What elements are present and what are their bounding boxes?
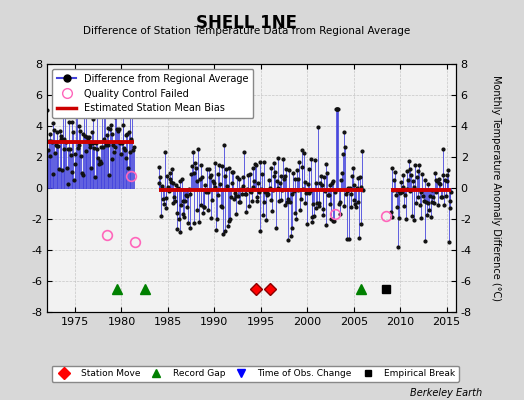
Y-axis label: Monthly Temperature Anomaly Difference (°C): Monthly Temperature Anomaly Difference (… xyxy=(492,75,501,301)
Text: SHELL 1NE: SHELL 1NE xyxy=(196,14,297,32)
Text: Berkeley Earth: Berkeley Earth xyxy=(410,388,482,398)
Text: Difference of Station Temperature Data from Regional Average: Difference of Station Temperature Data f… xyxy=(83,26,410,36)
Legend: Station Move, Record Gap, Time of Obs. Change, Empirical Break: Station Move, Record Gap, Time of Obs. C… xyxy=(52,366,459,382)
